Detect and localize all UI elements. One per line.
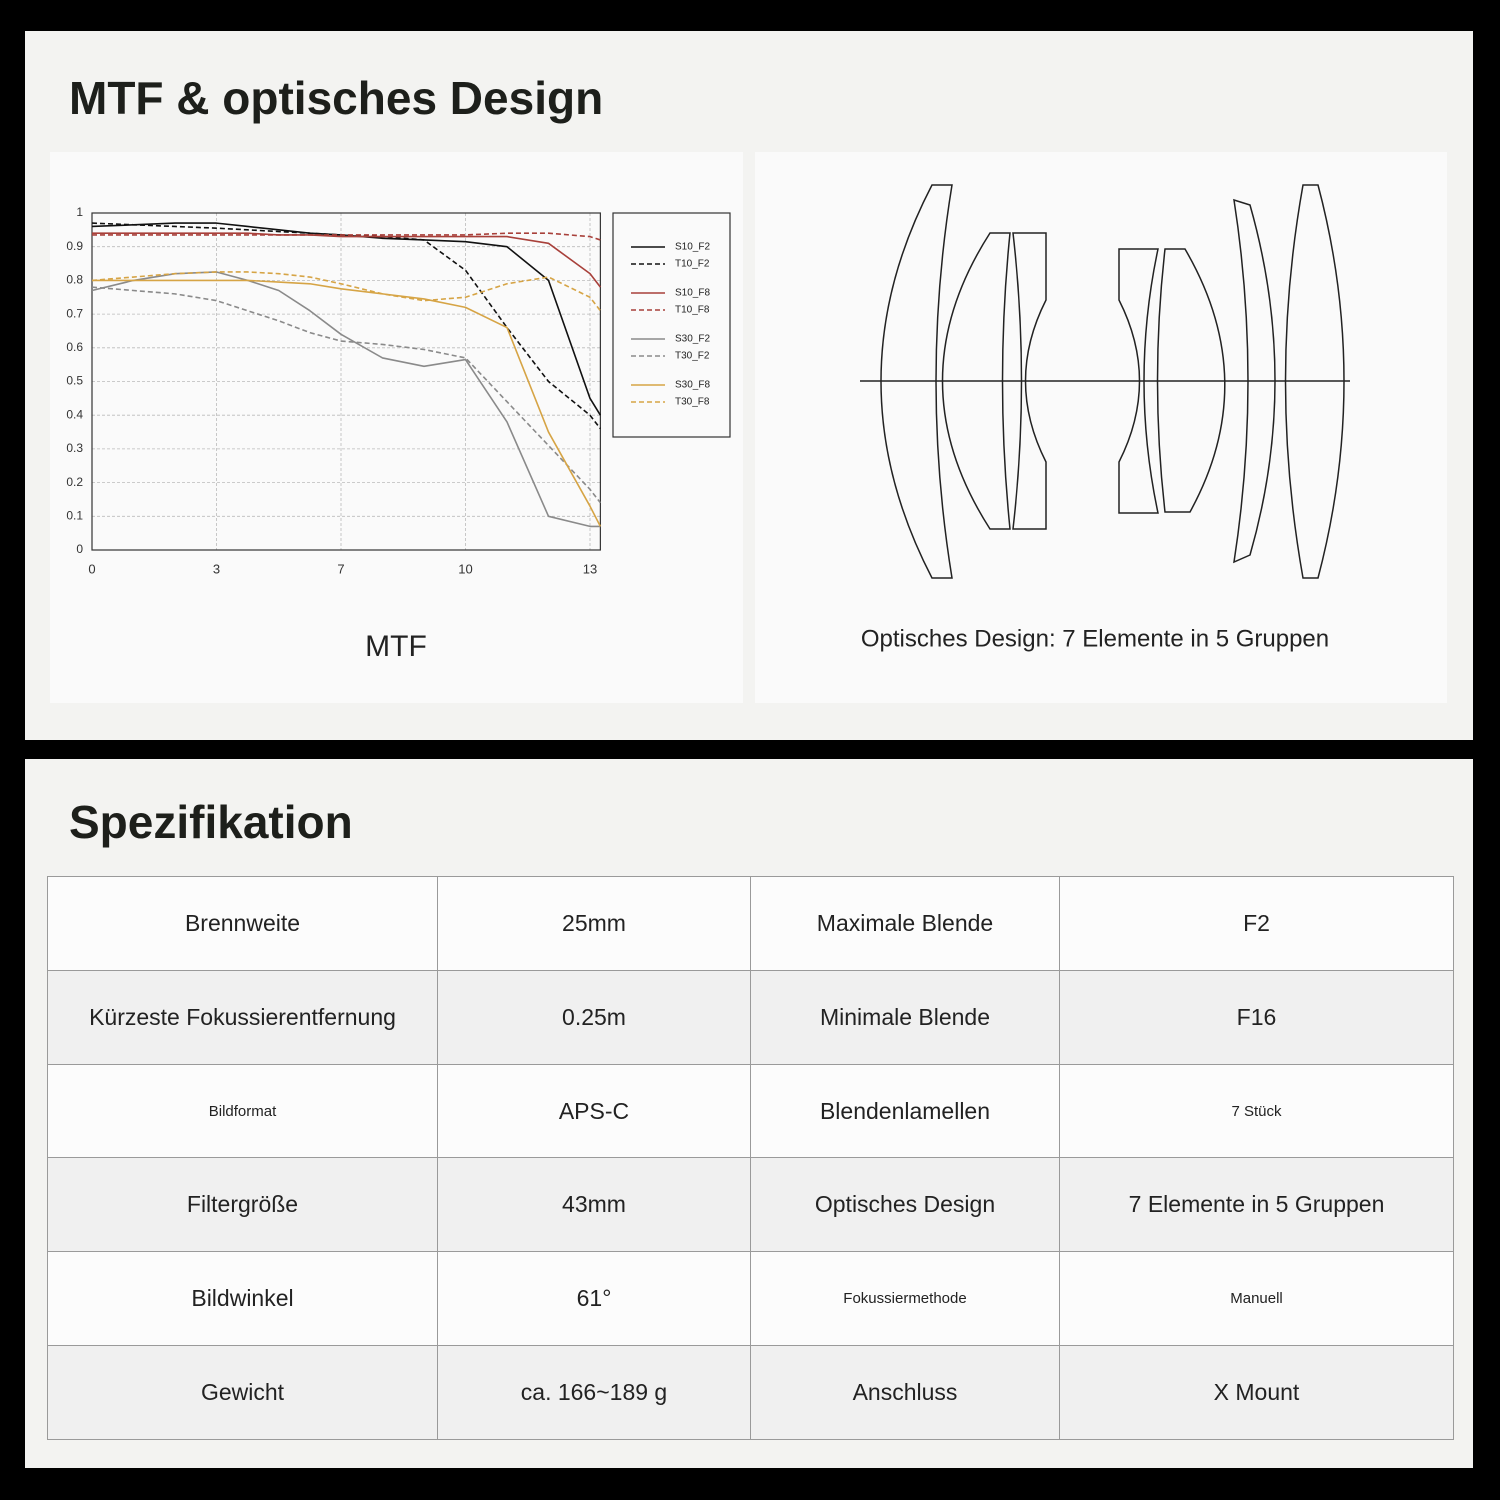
spec-value: 0.25m (437, 969, 751, 1065)
legend-label: S30_F8 (675, 380, 710, 391)
y-tick-label: 0.3 (66, 441, 83, 455)
spec-label: Gewicht (47, 1345, 438, 1440)
spec-row: Bildwinkel 61° Fokussiermethode Manuell (47, 1251, 1454, 1347)
series-line (91, 222, 602, 416)
legend-box (612, 212, 731, 438)
lens-element (1156, 248, 1226, 513)
spec-value: ca. 166~189 g (437, 1345, 751, 1440)
y-tick-label: 0.5 (66, 374, 83, 388)
spec-value: 61° (437, 1251, 751, 1347)
x-tick-label: 7 (337, 561, 344, 576)
plot-frame (91, 212, 601, 551)
y-tick-label: 0.4 (66, 407, 83, 421)
series-line (91, 222, 602, 430)
legend-label: T30_F2 (675, 351, 710, 362)
lens-element (1012, 232, 1047, 530)
x-tick-label: 10 (458, 561, 472, 576)
y-tick-label: 0.8 (66, 273, 83, 287)
spec-label: Bildformat (47, 1063, 438, 1159)
section-title: MTF & optisches Design (69, 72, 604, 124)
spec-label: Anschluss (750, 1345, 1060, 1440)
y-tick-label: 0.6 (66, 340, 83, 354)
spec-value: APS-C (437, 1063, 751, 1159)
series-line (92, 232, 601, 241)
y-tick-label: 0 (76, 542, 83, 556)
series-line (92, 279, 602, 527)
mtf-panel: MTF & optisches Design 0 0.1 0.2 0.3 0.4 0.5 0… (25, 31, 1473, 740)
lens-element (1118, 248, 1159, 514)
spec-row: Bildformat APS-C Blendenlamellen 7 Stück (47, 1063, 1454, 1159)
section-title: Spezifikation (69, 796, 353, 848)
spec-row: Brennweite 25mm Maximale Blende F2 (47, 876, 1454, 971)
y-tick-label: 0.1 (66, 508, 83, 522)
spec-value: F2 (1059, 876, 1454, 971)
lens-element (941, 232, 1011, 530)
spec-row: Kürzeste Fokussierentfernung 0.25m Minimal… (47, 969, 1454, 1065)
legend-label: S10_F2 (675, 242, 710, 253)
spec-label: Kürzeste Fokussierentfernung (47, 969, 438, 1065)
spec-label: Bildwinkel (47, 1251, 438, 1347)
series-line (92, 232, 602, 288)
legend-label: S10_F8 (675, 288, 710, 299)
y-tick-label: 0.7 (66, 306, 83, 320)
lens-element (1233, 198, 1276, 564)
spec-value: F16 (1059, 969, 1454, 1065)
legend-label: T10_F2 (675, 259, 710, 270)
spec-label: Brennweite (47, 876, 438, 971)
spec-value: X Mount (1059, 1345, 1454, 1440)
x-tick-label: 0 (88, 561, 95, 576)
spec-label: Minimale Blende (750, 969, 1060, 1065)
spec-value: 25mm (437, 876, 751, 971)
y-tick-label: 1 (76, 205, 83, 219)
y-tick-label: 0.2 (66, 475, 83, 489)
y-tick-label: 0.9 (66, 239, 83, 253)
spec-table: Brennweite 25mm Maximale Blende F2 Kürzeste … (47, 876, 1454, 1440)
legend-label: S30_F2 (675, 334, 710, 345)
spec-row: Gewicht ca. 166~189 g Anschluss X Mount (47, 1345, 1454, 1440)
spec-label: Blendenlamellen (750, 1063, 1060, 1159)
spec-label: Maximale Blende (750, 876, 1060, 971)
x-tick-label: 3 (213, 561, 220, 576)
spec-label: Fokussiermethode (750, 1251, 1060, 1347)
mtf-chart: 00.10.20.30.40.50.60.70.80.910 3 7 10 13S10_… (66, 205, 731, 663)
spec-label: Optisches Design (750, 1157, 1060, 1253)
spec-panel: Spezifikation Brennweite 25mm Maximale Ble… (25, 759, 1473, 1468)
lens-element (1284, 184, 1345, 579)
lens-diagram: Optisches Design: 7 Elemente in 5 Gruppe… (860, 184, 1350, 652)
series-line (91, 286, 602, 504)
series-line (91, 271, 602, 312)
spec-value: 7 Stück (1059, 1063, 1454, 1159)
spec-value: 7 Elemente in 5 Gruppen (1059, 1157, 1454, 1253)
optics-caption: Optisches Design: 7 Elemente in 5 Gruppe… (861, 625, 1329, 652)
spec-value: 43mm (437, 1157, 751, 1253)
optics-card: Optisches Design: 7 Elemente in 5 Gruppe… (755, 152, 1447, 703)
spec-value: Manuell (1059, 1251, 1454, 1347)
lens-element (880, 184, 953, 579)
spec-label: Filtergröße (47, 1157, 438, 1253)
legend-label: T30_F8 (675, 397, 710, 408)
chart-caption: MTF (365, 630, 427, 663)
x-tick-label: 13 (583, 561, 597, 576)
mtf-card: 0 0.1 0.2 0.3 0.4 0.5 0.6 0.7 0.8 0.9 1 0 3 7 10 13 S10_… (50, 152, 743, 703)
legend-label: T10_F8 (675, 305, 710, 316)
spec-row: Filtergröße 43mm Optisches Design 7 Element… (47, 1157, 1454, 1253)
series-line (91, 271, 601, 528)
